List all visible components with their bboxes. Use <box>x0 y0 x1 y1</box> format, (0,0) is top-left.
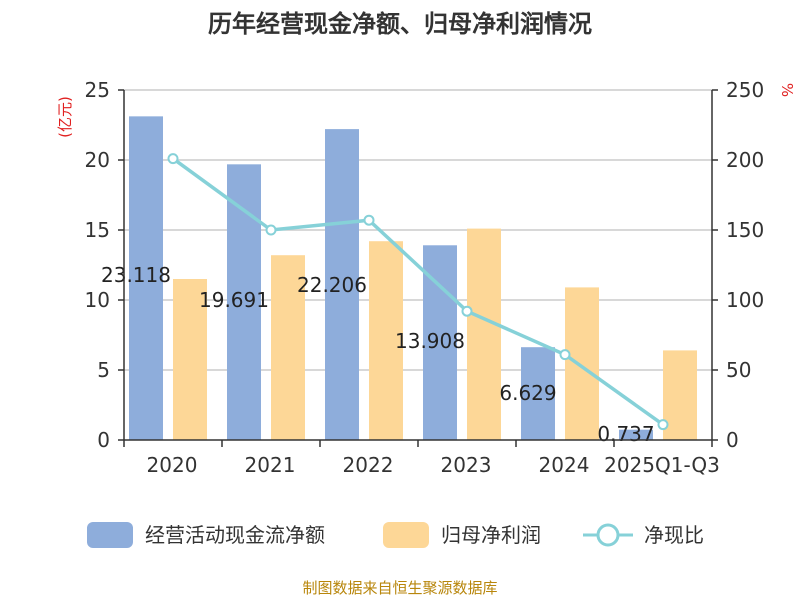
ratio-point-2022 <box>363 214 375 226</box>
ratio-point-2025Q1-Q3 <box>657 419 669 431</box>
x-tick-label: 2020 <box>147 453 198 477</box>
y-left-tick-label: 0 <box>97 428 110 452</box>
legend-swatch-marker <box>596 523 620 547</box>
legend-swatch-cash-flow <box>87 522 133 548</box>
y-right-tick-label: 100 <box>726 288 764 312</box>
bar-series <box>129 116 697 441</box>
y-left-tick-label: 15 <box>85 218 110 242</box>
x-tick-label: 2023 <box>441 453 492 477</box>
bar-cash-flow-2020 <box>129 116 163 441</box>
x-tick-label: 2021 <box>245 453 296 477</box>
y-left-axis-label: (亿元) <box>56 96 74 138</box>
legend-swatch-net-profit <box>383 522 429 548</box>
line-series <box>167 153 669 431</box>
bar-net-profit-2020 <box>173 279 207 440</box>
data-label-cash-flow-2021: 19.691 <box>199 288 269 312</box>
legend: 经营活动现金流净额 归母净利润 净现比 <box>87 522 704 548</box>
y-right-tick-label: 0 <box>726 428 739 452</box>
legend-label-cash-flow: 经营活动现金流净额 <box>145 523 325 547</box>
legend-label-net-profit: 归母净利润 <box>441 523 541 547</box>
ratio-point-2021 <box>265 224 277 236</box>
data-label-cash-flow-2025Q1-Q3: 0.737 <box>597 422 654 446</box>
data-label-cash-flow-2022: 22.206 <box>297 273 367 297</box>
legend-label-ratio: 净现比 <box>644 523 704 547</box>
y-left-tick-label: 20 <box>85 148 110 172</box>
bar-net-profit-2022 <box>369 241 403 440</box>
x-tick-label: 2025Q1-Q3 <box>604 453 720 477</box>
x-tick-label: 2024 <box>539 453 590 477</box>
source-note: 制图数据来自恒生聚源数据库 <box>302 579 497 597</box>
y-right-tick-label: 150 <box>726 218 764 242</box>
y-right-tick-label: 50 <box>726 358 751 382</box>
y-left-tick-label: 5 <box>97 358 110 382</box>
bar-net-profit-2025Q1-Q3 <box>663 350 697 440</box>
data-labels: 23.118 19.691 22.206 13.908 6.629 0.737 <box>101 263 655 446</box>
bar-net-profit-2024 <box>565 287 599 440</box>
bar-cash-flow-2024 <box>521 347 555 440</box>
ratio-point-2024 <box>559 349 571 361</box>
bar-cash-flow-2025Q1-Q3 <box>619 429 653 440</box>
y-left-tick-label: 10 <box>85 288 110 312</box>
ratio-line <box>171 157 665 427</box>
x-tick-label: 2022 <box>343 453 394 477</box>
ratio-point-2020 <box>167 153 179 165</box>
bar-net-profit-2023 <box>467 228 501 440</box>
data-label-cash-flow-2023: 13.908 <box>395 329 465 353</box>
y-left-tick-label: 25 <box>85 78 110 102</box>
chart-title: 历年经营现金净额、归母净利润情况 <box>208 10 592 38</box>
y-right-tick-label: 250 <box>726 78 764 102</box>
y-right-tick-label: 200 <box>726 148 764 172</box>
data-label-cash-flow-2024: 6.629 <box>499 381 556 405</box>
ratio-point-2023 <box>461 305 473 317</box>
bar-net-profit-2021 <box>271 255 305 440</box>
bar-cash-flow-2022 <box>325 129 359 440</box>
y-right-axis-label: % <box>778 83 796 97</box>
data-label-cash-flow-2020: 23.118 <box>101 263 171 287</box>
gridlines <box>124 89 712 371</box>
